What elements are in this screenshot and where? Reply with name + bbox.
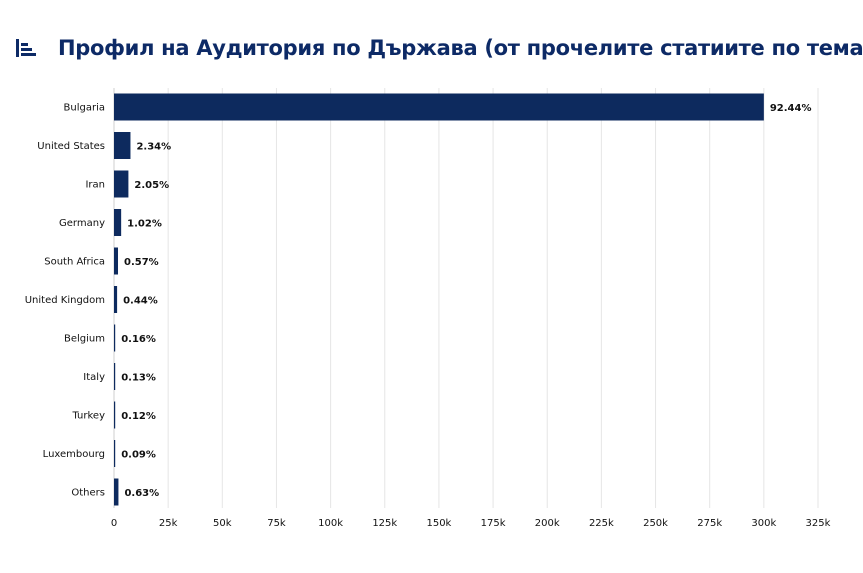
category-label: Bulgaria	[64, 103, 105, 114]
x-tick-label: 275k	[697, 518, 722, 529]
x-tick-label: 0	[111, 518, 117, 529]
data-label: 0.16%	[121, 334, 156, 345]
x-tick-label: 225k	[589, 518, 614, 529]
bar	[114, 286, 118, 313]
category-label: Germany	[59, 218, 105, 229]
bar	[114, 478, 119, 506]
chart-title: Профил на Аудитория по Държава (от проче…	[58, 36, 863, 60]
bar	[114, 132, 131, 159]
bar	[114, 170, 129, 198]
data-label: 2.34%	[136, 142, 171, 153]
bar	[114, 209, 122, 236]
bar	[114, 440, 116, 467]
x-tick-label: 100k	[318, 518, 343, 529]
category-label: Turkey	[71, 411, 105, 422]
category-label: South Africa	[44, 257, 105, 268]
data-label: 0.44%	[123, 296, 158, 307]
x-tick-label: 250k	[643, 518, 668, 529]
chart-header: Профил на Аудитория по Държава (от проче…	[16, 30, 863, 66]
bar	[114, 93, 764, 121]
data-label: 2.05%	[134, 180, 169, 191]
data-label: 0.63%	[124, 488, 159, 499]
bar	[114, 324, 116, 352]
data-label: 0.57%	[124, 257, 159, 268]
category-label: Luxembourg	[43, 449, 105, 460]
bar	[114, 247, 119, 275]
x-tick-label: 175k	[481, 518, 506, 529]
data-label: 0.13%	[121, 373, 156, 384]
x-tick-label: 200k	[535, 518, 560, 529]
x-tick-label: 125k	[372, 518, 397, 529]
category-label: Italy	[83, 372, 105, 383]
category-label: United Kingdom	[25, 295, 105, 306]
x-tick-label: 25k	[159, 518, 178, 529]
x-tick-label: 300k	[751, 518, 776, 529]
data-label: 0.12%	[121, 411, 156, 422]
x-tick-label: 325k	[806, 518, 831, 529]
data-label: 92.44%	[770, 103, 812, 114]
category-label: Belgium	[64, 334, 105, 345]
category-label: Others	[71, 488, 105, 499]
data-label: 0.09%	[121, 450, 156, 461]
bar-chart-icon	[16, 39, 36, 57]
category-label: Iran	[85, 180, 105, 191]
bar	[114, 363, 116, 390]
x-tick-label: 150k	[426, 518, 451, 529]
data-label: 1.02%	[127, 219, 162, 230]
category-label: United States	[37, 141, 105, 152]
x-tick-label: 75k	[267, 518, 286, 529]
x-tick-label: 50k	[213, 518, 232, 529]
bar	[114, 401, 116, 429]
